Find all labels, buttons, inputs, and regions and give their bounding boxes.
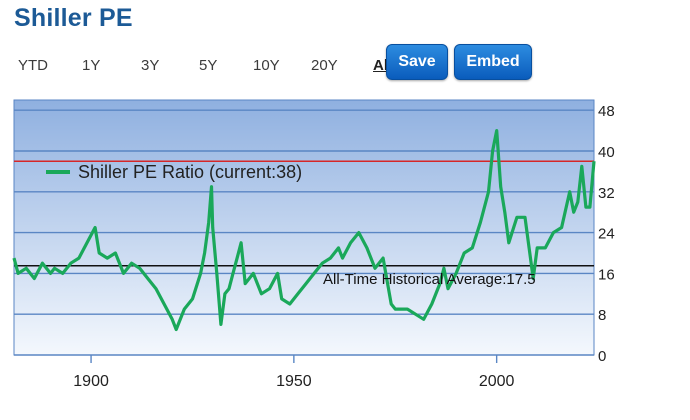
- embed-button[interactable]: Embed: [454, 44, 532, 80]
- x-tick-label: 1950: [276, 373, 312, 390]
- legend-label: Shiller PE Ratio (current:38): [78, 162, 302, 182]
- y-tick-label: 40: [598, 144, 615, 161]
- range-tab-1y[interactable]: 1Y: [82, 57, 101, 74]
- y-tick-label: 48: [598, 103, 615, 120]
- range-tab-10y[interactable]: 10Y: [253, 57, 280, 74]
- y-tick-label: 16: [598, 266, 615, 283]
- range-tab-ytd[interactable]: YTD: [18, 57, 48, 74]
- range-tab-3y[interactable]: 3Y: [141, 57, 160, 74]
- y-tick-label: 32: [598, 185, 615, 202]
- y-tick-label: 24: [598, 226, 615, 243]
- historical-average-label: All-Time Historical Average:17.5: [323, 271, 536, 288]
- range-tab-20y[interactable]: 20Y: [311, 57, 338, 74]
- page-title: Shiller PE: [14, 4, 133, 32]
- chart-svg: 0 8 16 24 32 40 48 1900 1950 2000 All-Time Histori…: [12, 99, 615, 390]
- x-tick-label: 2000: [479, 373, 515, 390]
- series-line-shiller-pe: [12, 129, 596, 332]
- shiller-pe-chart: 0 8 16 24 32 40 48 1900 1950 2000 All-Time Histori…: [0, 98, 690, 420]
- y-tick-label: 8: [598, 307, 606, 324]
- save-button[interactable]: Save: [386, 44, 448, 80]
- y-tick-label: 0: [598, 348, 606, 365]
- range-tab-5y[interactable]: 5Y: [199, 57, 218, 74]
- x-tick-label: 1900: [73, 373, 109, 390]
